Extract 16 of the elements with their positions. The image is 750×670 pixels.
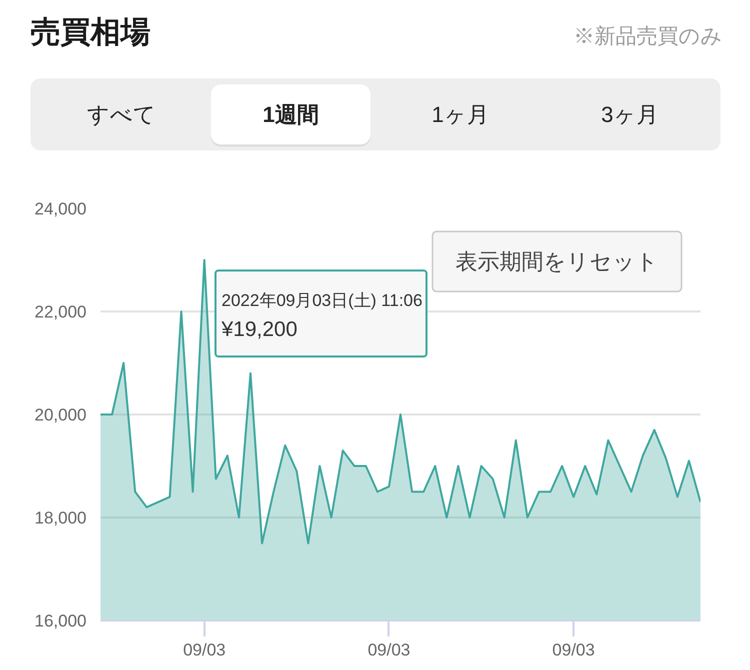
chart-subtitle: ※新品売買のみ	[574, 25, 722, 48]
y-tick-label: 18,000	[34, 508, 87, 528]
y-tick-label: 16,000	[34, 612, 87, 630]
x-tick-label: 09/03	[183, 640, 226, 660]
y-tick-label: 20,000	[34, 406, 87, 424]
x-tick-label: 09/03	[552, 640, 595, 660]
chart-title: 売買相場	[30, 16, 150, 49]
text: すべて	[86, 102, 156, 127]
annotation: 表示期間をリセット	[456, 249, 658, 274]
annotation: 2022年09月03日(土) 11:06 ¥19,200	[220, 291, 422, 341]
text: 1ヶ月	[432, 102, 489, 127]
text: 1週間	[262, 102, 319, 127]
x-tick-label: 09/03	[368, 640, 410, 660]
text: 3ヶ月	[601, 102, 658, 127]
y-tick-label: 24,000	[34, 200, 87, 218]
y-tick-label: 22,000	[34, 302, 87, 322]
